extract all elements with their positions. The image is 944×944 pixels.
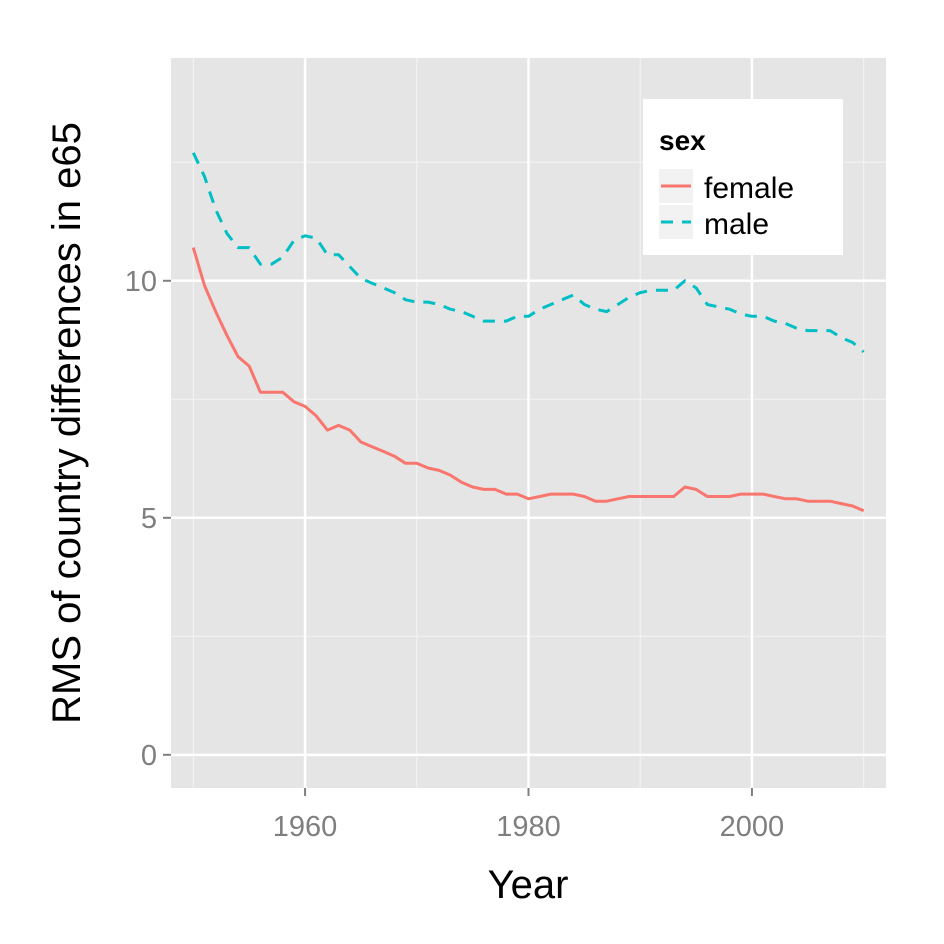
y-tick-label: 5 [141, 503, 157, 535]
series-layer [191, 152, 865, 513]
x-axis-title: Year [488, 863, 569, 907]
y-tick-labels: 0 5 10 [125, 266, 157, 772]
legend-label-female: female [704, 172, 794, 205]
series-line-male [191, 152, 865, 354]
legend-label-male: male [704, 208, 769, 241]
axis-ticks [163, 279, 753, 796]
y-tick-label: 10 [125, 266, 157, 298]
x-tick-label: 1980 [496, 811, 561, 843]
x-tick-label: 1960 [273, 811, 338, 843]
x-tick-label: 2000 [720, 811, 785, 843]
y-axis-title: RMS of country differences in e65 [45, 122, 89, 724]
series-line-female [191, 247, 865, 513]
y-tick-label: 0 [141, 740, 157, 772]
major-gridlines [171, 58, 886, 788]
legend-title: sex [659, 125, 706, 156]
legend: sex female male [643, 99, 843, 255]
x-tick-labels: 1960 1980 2000 [273, 811, 784, 843]
